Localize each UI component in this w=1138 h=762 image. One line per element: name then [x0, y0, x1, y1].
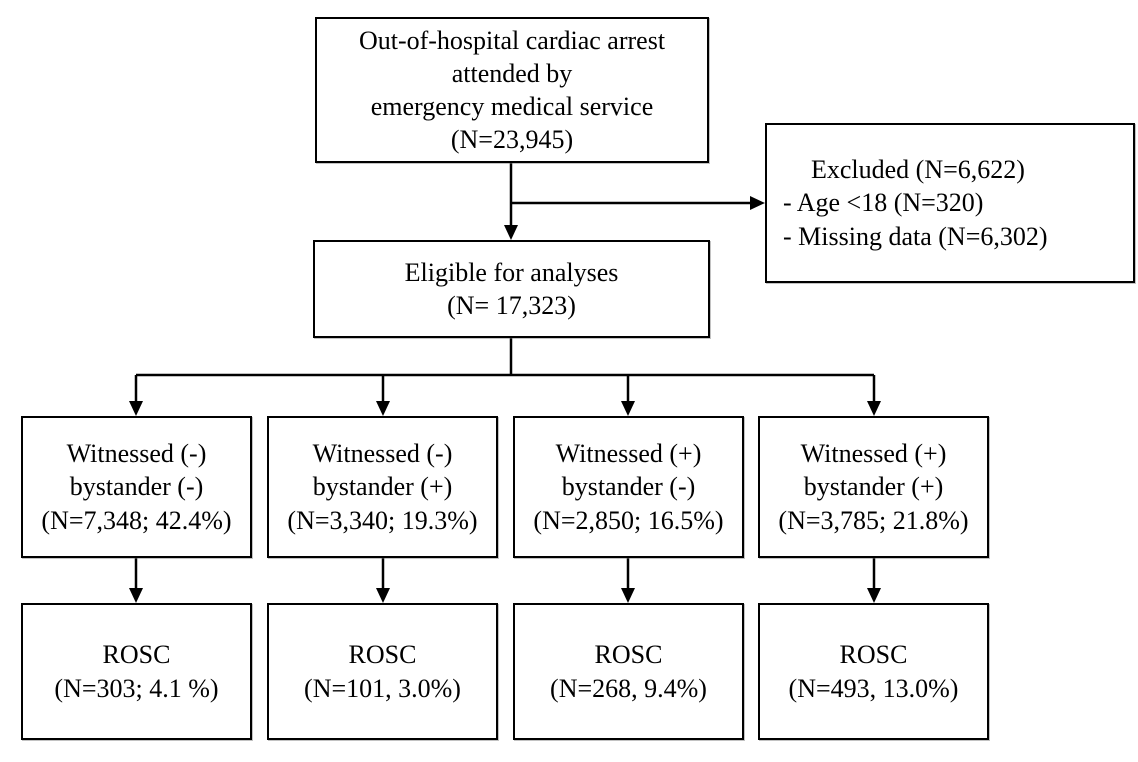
eligible-label: Eligible for analyses	[404, 257, 619, 287]
box-rosc-1: ROSC (N=303; 4.1 %)	[21, 603, 252, 740]
excluded-item-age: - Age <18 (N=320)	[783, 188, 984, 218]
rosc-label: ROSC	[102, 640, 171, 670]
excluded-item-missing-data: - Missing data (N=6,302)	[783, 221, 1048, 251]
box-rosc-4: ROSC (N=493, 13.0%)	[758, 603, 989, 740]
rosc-count: (N=493, 13.0%)	[788, 673, 959, 703]
arrowhead-rosc-3-icon	[621, 588, 635, 603]
rosc-count: (N=101, 3.0%)	[304, 673, 461, 703]
arrowhead-group-3-icon	[621, 401, 635, 416]
group-line: Witnessed (-)	[66, 439, 207, 469]
group-count: (N=2,850; 16.5%)	[533, 505, 724, 535]
eligible-count: (N= 17,323)	[447, 291, 576, 320]
group-line: bystander (-)	[69, 472, 204, 502]
arrowhead-to-excluded-icon	[750, 196, 765, 210]
box-ohca-line: attended by	[451, 58, 573, 88]
excluded-title: Excluded (N=6,622)	[811, 155, 1025, 185]
box-rosc-2: ROSC (N=101, 3.0%)	[267, 603, 498, 740]
arrowhead-rosc-2-icon	[376, 588, 390, 603]
arrowhead-group-4-icon	[867, 401, 881, 416]
group-line: bystander (+)	[312, 472, 453, 502]
group-count: (N=7,348; 42.4%)	[41, 505, 232, 535]
group-line: Witnessed (-)	[312, 439, 453, 469]
box-excluded: Excluded (N=6,622) - Age <18 (N=320) - M…	[765, 123, 1135, 283]
group-line: bystander (+)	[803, 472, 944, 502]
rosc-count: (N=303; 4.1 %)	[54, 673, 219, 703]
box-eligible: Eligible for analyses (N= 17,323)	[313, 240, 710, 338]
box-ohca-line: emergency medical service	[370, 92, 654, 121]
group-line: Witnessed (+)	[800, 439, 947, 469]
box-group-witnessed-neg-bystander-pos: Witnessed (-) bystander (+) (N=3,340; 19…	[267, 416, 498, 558]
box-ohca-count: (N=23,945)	[450, 125, 574, 155]
group-line: bystander (-)	[561, 472, 696, 502]
group-count: (N=3,340; 19.3%)	[287, 505, 478, 535]
arrowhead-rosc-1-icon	[129, 588, 143, 603]
box-group-witnessed-pos-bystander-neg: Witnessed (+) bystander (-) (N=2,850; 16…	[513, 416, 744, 558]
box-rosc-3: ROSC (N=268, 9.4%)	[513, 603, 744, 740]
box-ohca-line: Out-of-hospital cardiac arrest	[358, 25, 666, 55]
group-line: Witnessed (+)	[555, 439, 702, 469]
arrowhead-to-eligible-icon	[504, 225, 518, 240]
arrowhead-group-1-icon	[129, 401, 143, 416]
rosc-count: (N=268, 9.4%)	[550, 673, 707, 703]
rosc-label: ROSC	[839, 640, 908, 670]
arrowhead-group-2-icon	[376, 401, 390, 416]
box-group-witnessed-pos-bystander-pos: Witnessed (+) bystander (+) (N=3,785; 21…	[758, 416, 989, 558]
group-count: (N=3,785; 21.8%)	[778, 505, 969, 535]
arrowhead-rosc-4-icon	[867, 588, 881, 603]
box-ohca-total: Out-of-hospital cardiac arrest attended …	[315, 17, 709, 163]
rosc-label: ROSC	[348, 640, 417, 670]
rosc-label: ROSC	[594, 640, 663, 670]
box-group-witnessed-neg-bystander-neg: Witnessed (-) bystander (-) (N=7,348; 42…	[21, 416, 252, 558]
